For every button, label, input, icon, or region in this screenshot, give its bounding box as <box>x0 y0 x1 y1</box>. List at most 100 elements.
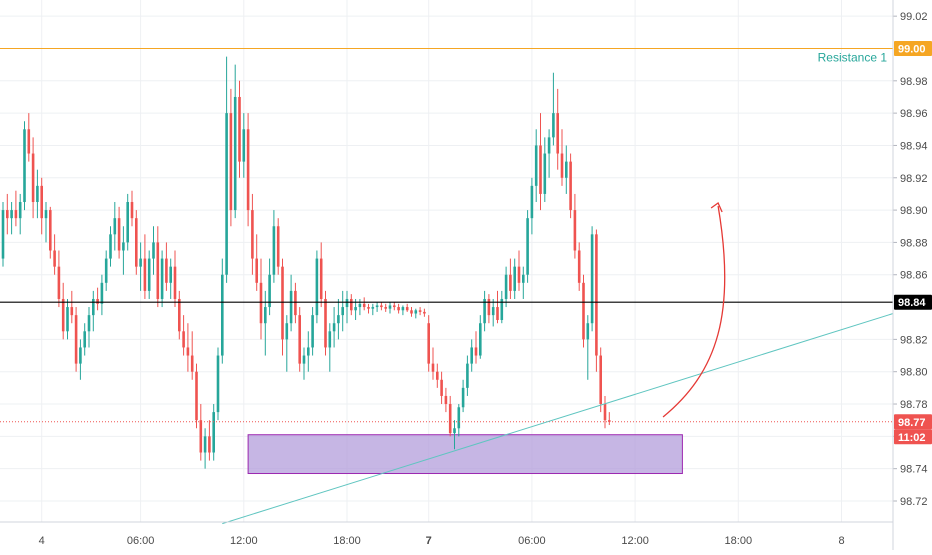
candle <box>268 258 271 316</box>
candle-body <box>281 266 284 340</box>
candle <box>27 113 31 162</box>
candle <box>143 234 147 299</box>
candle <box>294 282 297 324</box>
candle-body <box>388 305 392 309</box>
candle <box>582 274 585 348</box>
resistance-price-tag: 99.00 <box>898 43 926 55</box>
candle <box>203 428 207 469</box>
candle-body <box>221 274 224 356</box>
candle <box>358 298 362 316</box>
candle <box>156 226 160 308</box>
candle <box>427 315 430 372</box>
candle <box>6 193 9 235</box>
candle-body <box>6 210 9 219</box>
bar-countdown-tag: 11:02 <box>898 432 926 444</box>
candle <box>190 331 194 380</box>
candle-body <box>143 258 147 291</box>
candle-body <box>590 234 594 324</box>
candle-body <box>397 307 400 311</box>
candle <box>36 169 39 219</box>
candle <box>388 302 392 314</box>
x-tick-label: 12:00 <box>230 535 258 547</box>
candle <box>229 88 233 227</box>
candle <box>272 210 276 283</box>
candle <box>70 290 74 324</box>
candle-body <box>319 258 323 299</box>
candle-body <box>517 266 521 283</box>
candle <box>216 347 220 421</box>
candle-body <box>109 234 112 259</box>
candle <box>319 242 323 308</box>
candle <box>246 113 250 227</box>
candle <box>595 229 598 372</box>
candle <box>341 290 344 332</box>
candle-body <box>122 242 125 251</box>
candle <box>517 250 521 291</box>
candle <box>251 193 254 275</box>
candle-body <box>427 323 430 364</box>
candle <box>83 323 86 356</box>
x-tick-label: 06:00 <box>518 535 546 547</box>
candle <box>560 129 564 186</box>
candle-body <box>504 274 508 299</box>
candle <box>539 113 542 211</box>
candle-body <box>238 96 241 162</box>
candle-body <box>49 210 52 251</box>
candle-body <box>367 307 370 309</box>
candle-body <box>178 298 181 332</box>
candle-body <box>470 347 473 364</box>
candle <box>457 404 461 437</box>
candle-body <box>526 218 529 275</box>
candle-body <box>362 303 366 308</box>
trendline <box>222 313 894 525</box>
candle <box>259 258 263 340</box>
candle <box>367 303 370 314</box>
candle <box>530 177 534 235</box>
candle-body <box>371 307 375 309</box>
y-tick-label: 98.82 <box>900 334 928 346</box>
candle-body <box>337 315 340 324</box>
pivot-price-tag-bg <box>894 294 932 310</box>
candle-body <box>173 266 177 299</box>
candle-body <box>225 113 228 275</box>
candle-body <box>440 379 443 396</box>
candle-body <box>595 234 598 356</box>
candle <box>186 323 190 372</box>
level-lines-layer: Resistance 1 <box>0 47 894 525</box>
candle-body <box>547 137 551 154</box>
candle-body <box>298 315 301 364</box>
candles-layer <box>1 56 611 469</box>
x-tick-label: 4 <box>39 535 45 547</box>
candle <box>264 290 267 356</box>
candle <box>169 258 172 299</box>
candle-body <box>44 210 48 219</box>
candle <box>79 339 82 380</box>
candle <box>599 347 602 413</box>
candle-body <box>74 315 78 364</box>
candle <box>375 302 379 312</box>
resistance-label: Resistance 1 <box>818 50 888 64</box>
candle-body <box>294 290 297 316</box>
candle-body <box>539 145 542 194</box>
candle <box>87 307 91 348</box>
candle-body <box>393 305 396 308</box>
candle-body <box>14 210 18 219</box>
candle <box>603 395 607 429</box>
candle <box>448 395 452 437</box>
candle <box>362 297 366 311</box>
candle <box>195 363 198 429</box>
candle <box>23 121 26 211</box>
candle <box>444 387 448 413</box>
candle-body <box>190 355 194 372</box>
candle <box>569 153 572 219</box>
candle-body <box>487 298 491 316</box>
x-tick-label: 8 <box>838 535 844 547</box>
candle <box>534 129 538 203</box>
candle-body <box>302 355 306 364</box>
candle-body <box>264 307 267 324</box>
y-tick-label: 98.98 <box>900 76 928 88</box>
candle-body <box>534 145 538 186</box>
